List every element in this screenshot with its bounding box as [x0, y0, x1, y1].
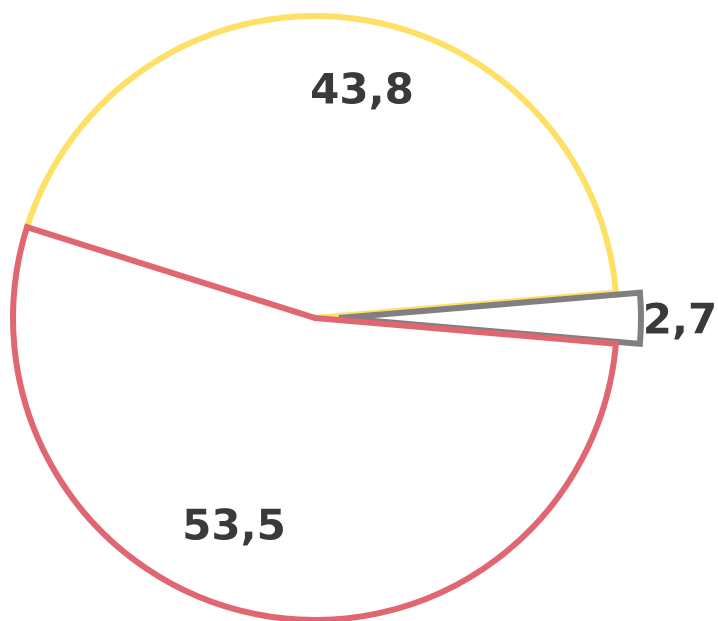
data-label-3: 53,5 [182, 501, 286, 550]
data-label-1: 43,8 [310, 65, 414, 114]
pie-slice-3 [10, 223, 620, 621]
data-label-2: 2,7 [643, 295, 717, 344]
pie-slice-2 [338, 289, 645, 348]
pie-slice-1 [23, 13, 620, 322]
pie-labels: 43,8 2,7 53,5 [182, 65, 717, 550]
pie-slices [10, 13, 645, 621]
